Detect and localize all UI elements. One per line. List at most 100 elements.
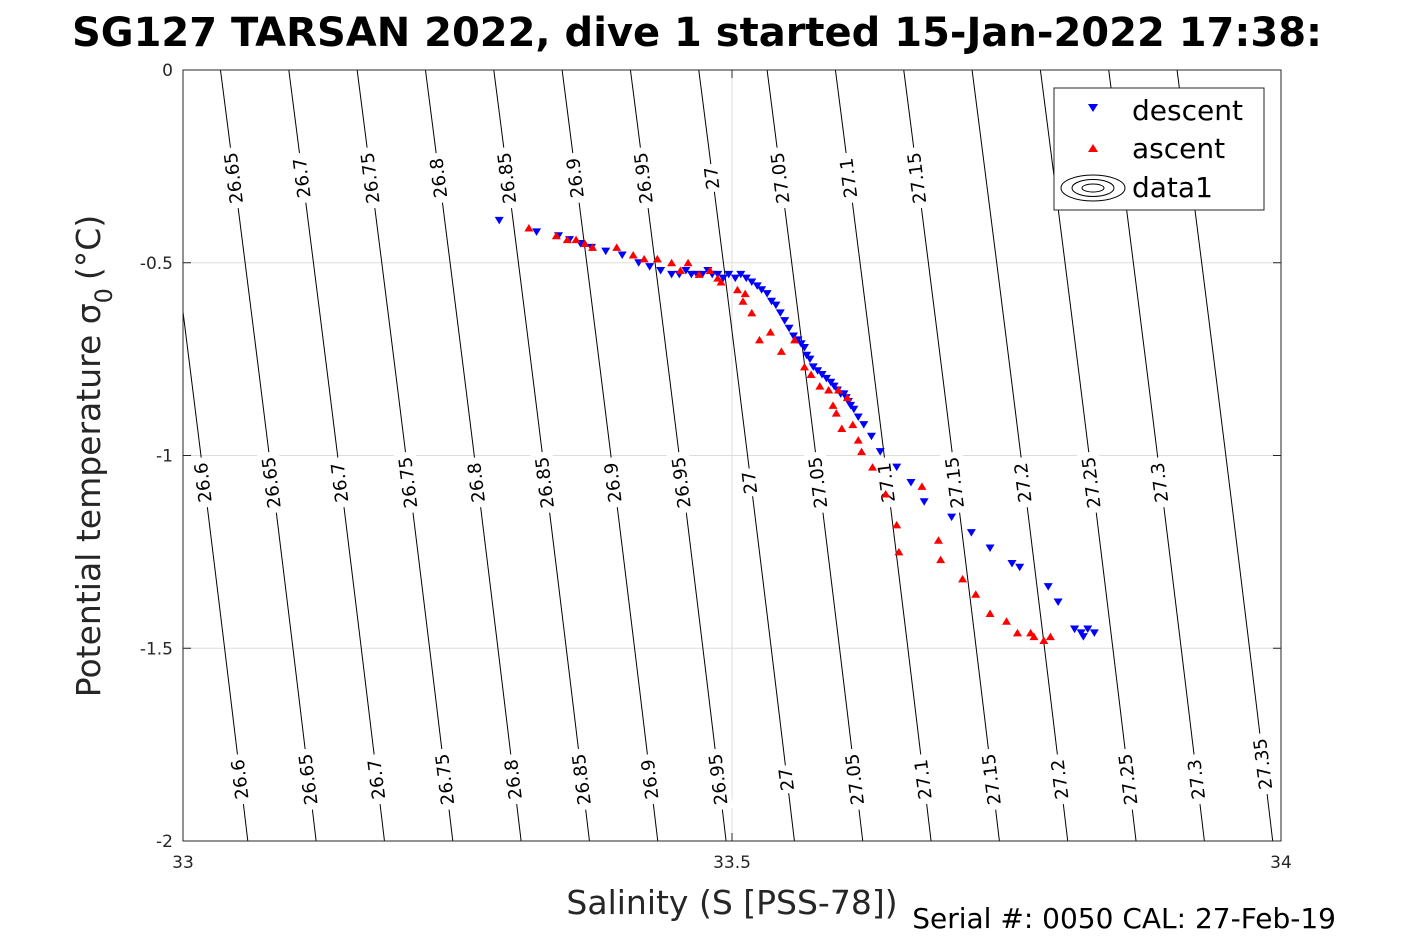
ascent-point [588, 243, 598, 251]
y-tick-label: -1.5 [140, 639, 173, 659]
x-tick-label: 33 [172, 853, 194, 873]
contour-label-bottom: 26.9 [636, 753, 665, 806]
contour-label-backing [530, 450, 560, 515]
contour-label-backing [362, 753, 391, 806]
descent-point [985, 544, 995, 553]
descent-point [919, 498, 929, 506]
ascent-point [683, 258, 693, 267]
y-axis-title-main: Potential temperature σ [69, 303, 108, 697]
contour-label-bottom: 26.8 [499, 753, 528, 806]
ascent-point [958, 574, 968, 583]
x-tick-label: 34 [1270, 853, 1292, 873]
contour-label-top: 27 [699, 162, 725, 194]
y-axis-title-unit: (°C) [69, 215, 108, 280]
ascent-point [740, 289, 750, 298]
ascent-point [580, 239, 590, 247]
ascent-point [894, 547, 904, 556]
contour-label-text: 27 [775, 767, 799, 792]
contour-label-text: 26.9 [563, 157, 589, 199]
descent-point [1070, 625, 1080, 633]
ascent-point [831, 409, 841, 417]
descent-point [724, 270, 734, 279]
contour-label-bottom: 26.85 [567, 747, 597, 811]
descent-point [771, 301, 781, 310]
ascent-point [848, 420, 858, 429]
contour-label-backing [567, 747, 597, 811]
contour-label-text: 27.3 [1147, 461, 1173, 503]
y-tick-label: -0.5 [140, 254, 173, 274]
descent-point [808, 363, 818, 371]
contour-label-backing [293, 747, 324, 811]
legend-box [1053, 87, 1265, 211]
contour-label-text: 27.3 [1184, 758, 1210, 800]
ascent-point [1045, 632, 1055, 641]
ascent-point [917, 482, 927, 490]
ascent-point [524, 224, 534, 232]
descent-point [1007, 559, 1017, 568]
ascent-point [562, 235, 572, 244]
ascent-point [985, 609, 995, 618]
contour-label-text: 26.8 [501, 758, 527, 800]
descent-point [667, 270, 677, 279]
descent-point [826, 378, 836, 387]
contour-label-backing [699, 162, 725, 194]
contour-label-backing [737, 467, 763, 498]
descent-point [1076, 629, 1086, 637]
descent-point [866, 432, 876, 441]
contour-label-text: 27.1 [836, 157, 862, 199]
data-series [494, 216, 1099, 645]
contour-label-backing [256, 450, 287, 515]
descent-point [775, 309, 785, 317]
ascent-point [837, 424, 847, 433]
legend: descent ascent data1 [1053, 87, 1265, 211]
contour-label-top: 26.95 [629, 146, 659, 210]
contour-label-backing [492, 146, 522, 210]
ascent-point [612, 243, 622, 251]
descent-point [799, 344, 809, 352]
descent-point [757, 286, 767, 294]
contour-label-text: 27 [739, 470, 763, 495]
contour-label-backing [1145, 456, 1174, 509]
ascent-point [738, 297, 748, 305]
contour-label-backing [325, 456, 354, 509]
ascent-point [776, 347, 786, 355]
y-axis-title: Potential temperature σ0 (°C) [69, 215, 118, 697]
descent-point [718, 274, 728, 283]
descent-point [767, 297, 777, 306]
density-contour-line [971, 70, 1069, 841]
descent-point [802, 351, 812, 360]
contour-label-top: 26.75 [355, 146, 386, 210]
ascent-point [892, 520, 902, 529]
legend-data1-icon [1060, 174, 1126, 202]
ascent-point [799, 362, 809, 371]
descent-point [645, 263, 655, 271]
x-axis-title: Salinity (S [PSS-78]) [566, 883, 897, 922]
contour-label-backing [561, 151, 590, 205]
legend-descent-label: descent [1132, 94, 1243, 127]
contour-label-backing [1113, 747, 1144, 811]
descent-point [829, 382, 839, 391]
contour-label-backing [499, 753, 528, 806]
contour-label-middle: 26.6 [189, 456, 218, 509]
contour-label-text: 26.9 [638, 758, 664, 800]
legend-descent-marker [1088, 104, 1098, 112]
descent-point [681, 266, 691, 275]
contour-label-backing [1248, 732, 1278, 796]
descent-point [730, 274, 740, 283]
contour-label-backing [666, 450, 697, 515]
contour-label-backing [189, 456, 218, 509]
contour-label-backing [872, 456, 901, 509]
contour-label-middle: 26.7 [325, 456, 354, 509]
ascent-point [1002, 617, 1011, 625]
y-tick-label: 0 [162, 61, 173, 81]
contour-label-backing [834, 151, 863, 205]
descent-point [532, 228, 542, 236]
contour-label-text: 27.2 [1011, 461, 1037, 503]
ascent-point [868, 463, 878, 471]
contour-label-backing [1182, 753, 1211, 806]
legend-ascent-label: ascent [1132, 132, 1225, 165]
y-axis-title-subscript: 0 [90, 288, 118, 303]
serial-cal-footer: Serial #: 0050 CAL: 27-Feb-19 [912, 902, 1336, 935]
contour-label-backing [703, 747, 734, 811]
